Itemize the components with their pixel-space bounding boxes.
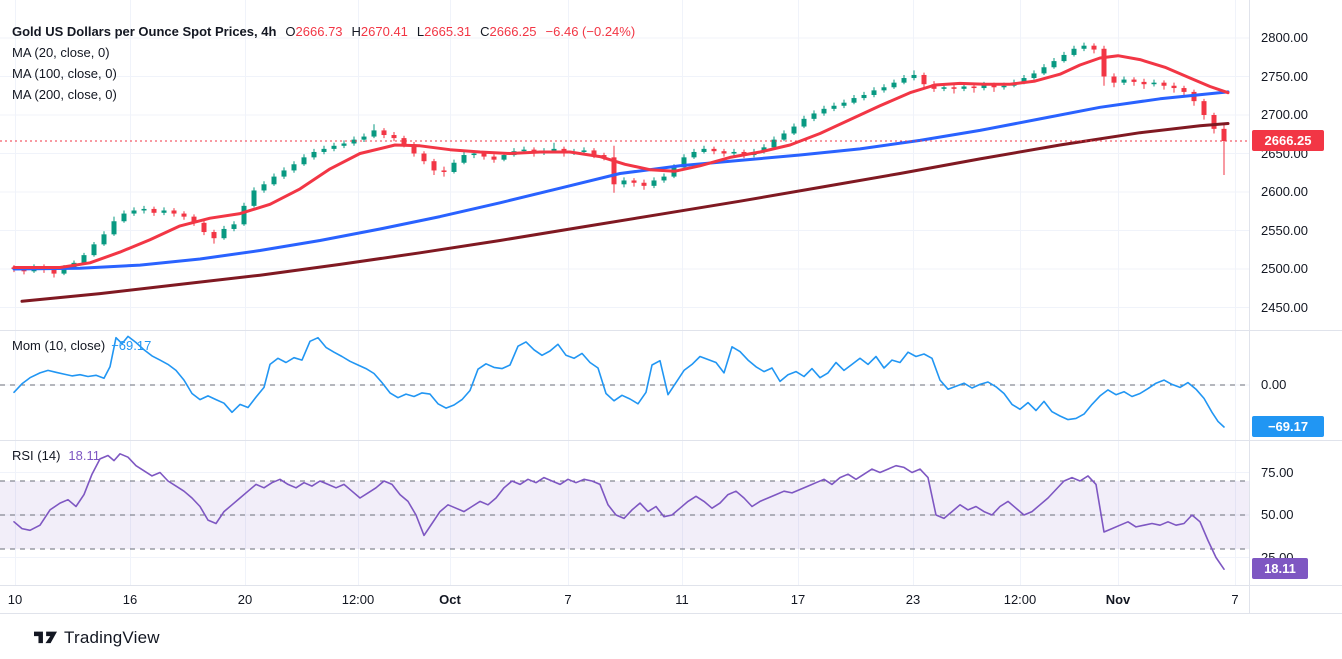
time-tick-label: 7 <box>1231 592 1239 607</box>
momentum-value: −69.17 <box>111 338 152 353</box>
symbol-title[interactable]: Gold US Dollars per Ounce Spot Prices, 4… <box>12 24 277 39</box>
time-tick-label: Oct <box>439 592 461 607</box>
tradingview-logo-text: TradingView <box>64 628 160 647</box>
ma20-line <box>12 54 1230 269</box>
axis-label: 2500.00 <box>1261 261 1308 276</box>
open-value: O 2666.73 <box>285 24 343 39</box>
momentum-legend[interactable]: Mom (10, close) −69.17 <box>12 338 151 353</box>
main-legend: Gold US Dollars per Ounce Spot Prices, 4… <box>12 24 635 39</box>
low-value: L 2665.31 <box>416 24 472 39</box>
rsi-badge: 18.11 <box>1252 558 1308 579</box>
ma200-line <box>20 122 1230 303</box>
axis-label: 50.00 <box>1261 507 1294 522</box>
time-tick-label: 10 <box>7 592 23 607</box>
rsi-value: 18.11 <box>68 448 100 463</box>
axis-label: 2450.00 <box>1261 299 1308 315</box>
time-tick-label: 17 <box>790 592 806 607</box>
time-tick-label: 20 <box>237 592 253 607</box>
rsi-line <box>13 452 1225 571</box>
rsi-legend[interactable]: RSI (14) 18.11 <box>12 448 100 463</box>
axis-label: 2550.00 <box>1261 222 1308 238</box>
high-value: H 2670.41 <box>351 24 408 39</box>
axis-label: 0.00 <box>1261 377 1287 392</box>
time-tick-label: 7 <box>564 592 572 607</box>
time-tick-label: Nov <box>1105 592 1131 607</box>
axis-label: 2600.00 <box>1261 184 1308 199</box>
axis-label: 2700.00 <box>1261 107 1308 122</box>
ma100-legend[interactable]: MA (100, close, 0) <box>12 66 117 81</box>
change-value: −6.46 (−0.24%) <box>545 24 636 39</box>
time-tick-label: 12:00 <box>1003 592 1037 607</box>
time-tick-label: 23 <box>905 592 921 607</box>
time-tick-label: 11 <box>675 592 689 607</box>
rsi-legend-label: RSI (14) <box>12 448 61 463</box>
time-tick-label: 12:00 <box>341 592 375 607</box>
axis-label: 2800.00 <box>1261 30 1308 45</box>
axis-label: 75.00 <box>1261 464 1294 480</box>
momentum-legend-label: Mom (10, close) <box>12 338 106 353</box>
ma200-legend[interactable]: MA (200, close, 0) <box>12 87 117 102</box>
ma20-legend[interactable]: MA (20, close, 0) <box>12 45 110 60</box>
momentum-badge: −69.17 <box>1252 416 1324 437</box>
tradingview-logo-icon <box>34 631 57 644</box>
axis-label: 2750.00 <box>1261 68 1308 84</box>
time-tick-label: 16 <box>122 592 138 607</box>
ma100-line <box>12 90 1230 271</box>
tradingview-logo[interactable]: TradingView <box>34 628 160 648</box>
close-value: C 2666.25 <box>480 24 537 39</box>
last-price-badge: 2666.25 <box>1252 130 1324 151</box>
momentum-line <box>13 335 1225 428</box>
